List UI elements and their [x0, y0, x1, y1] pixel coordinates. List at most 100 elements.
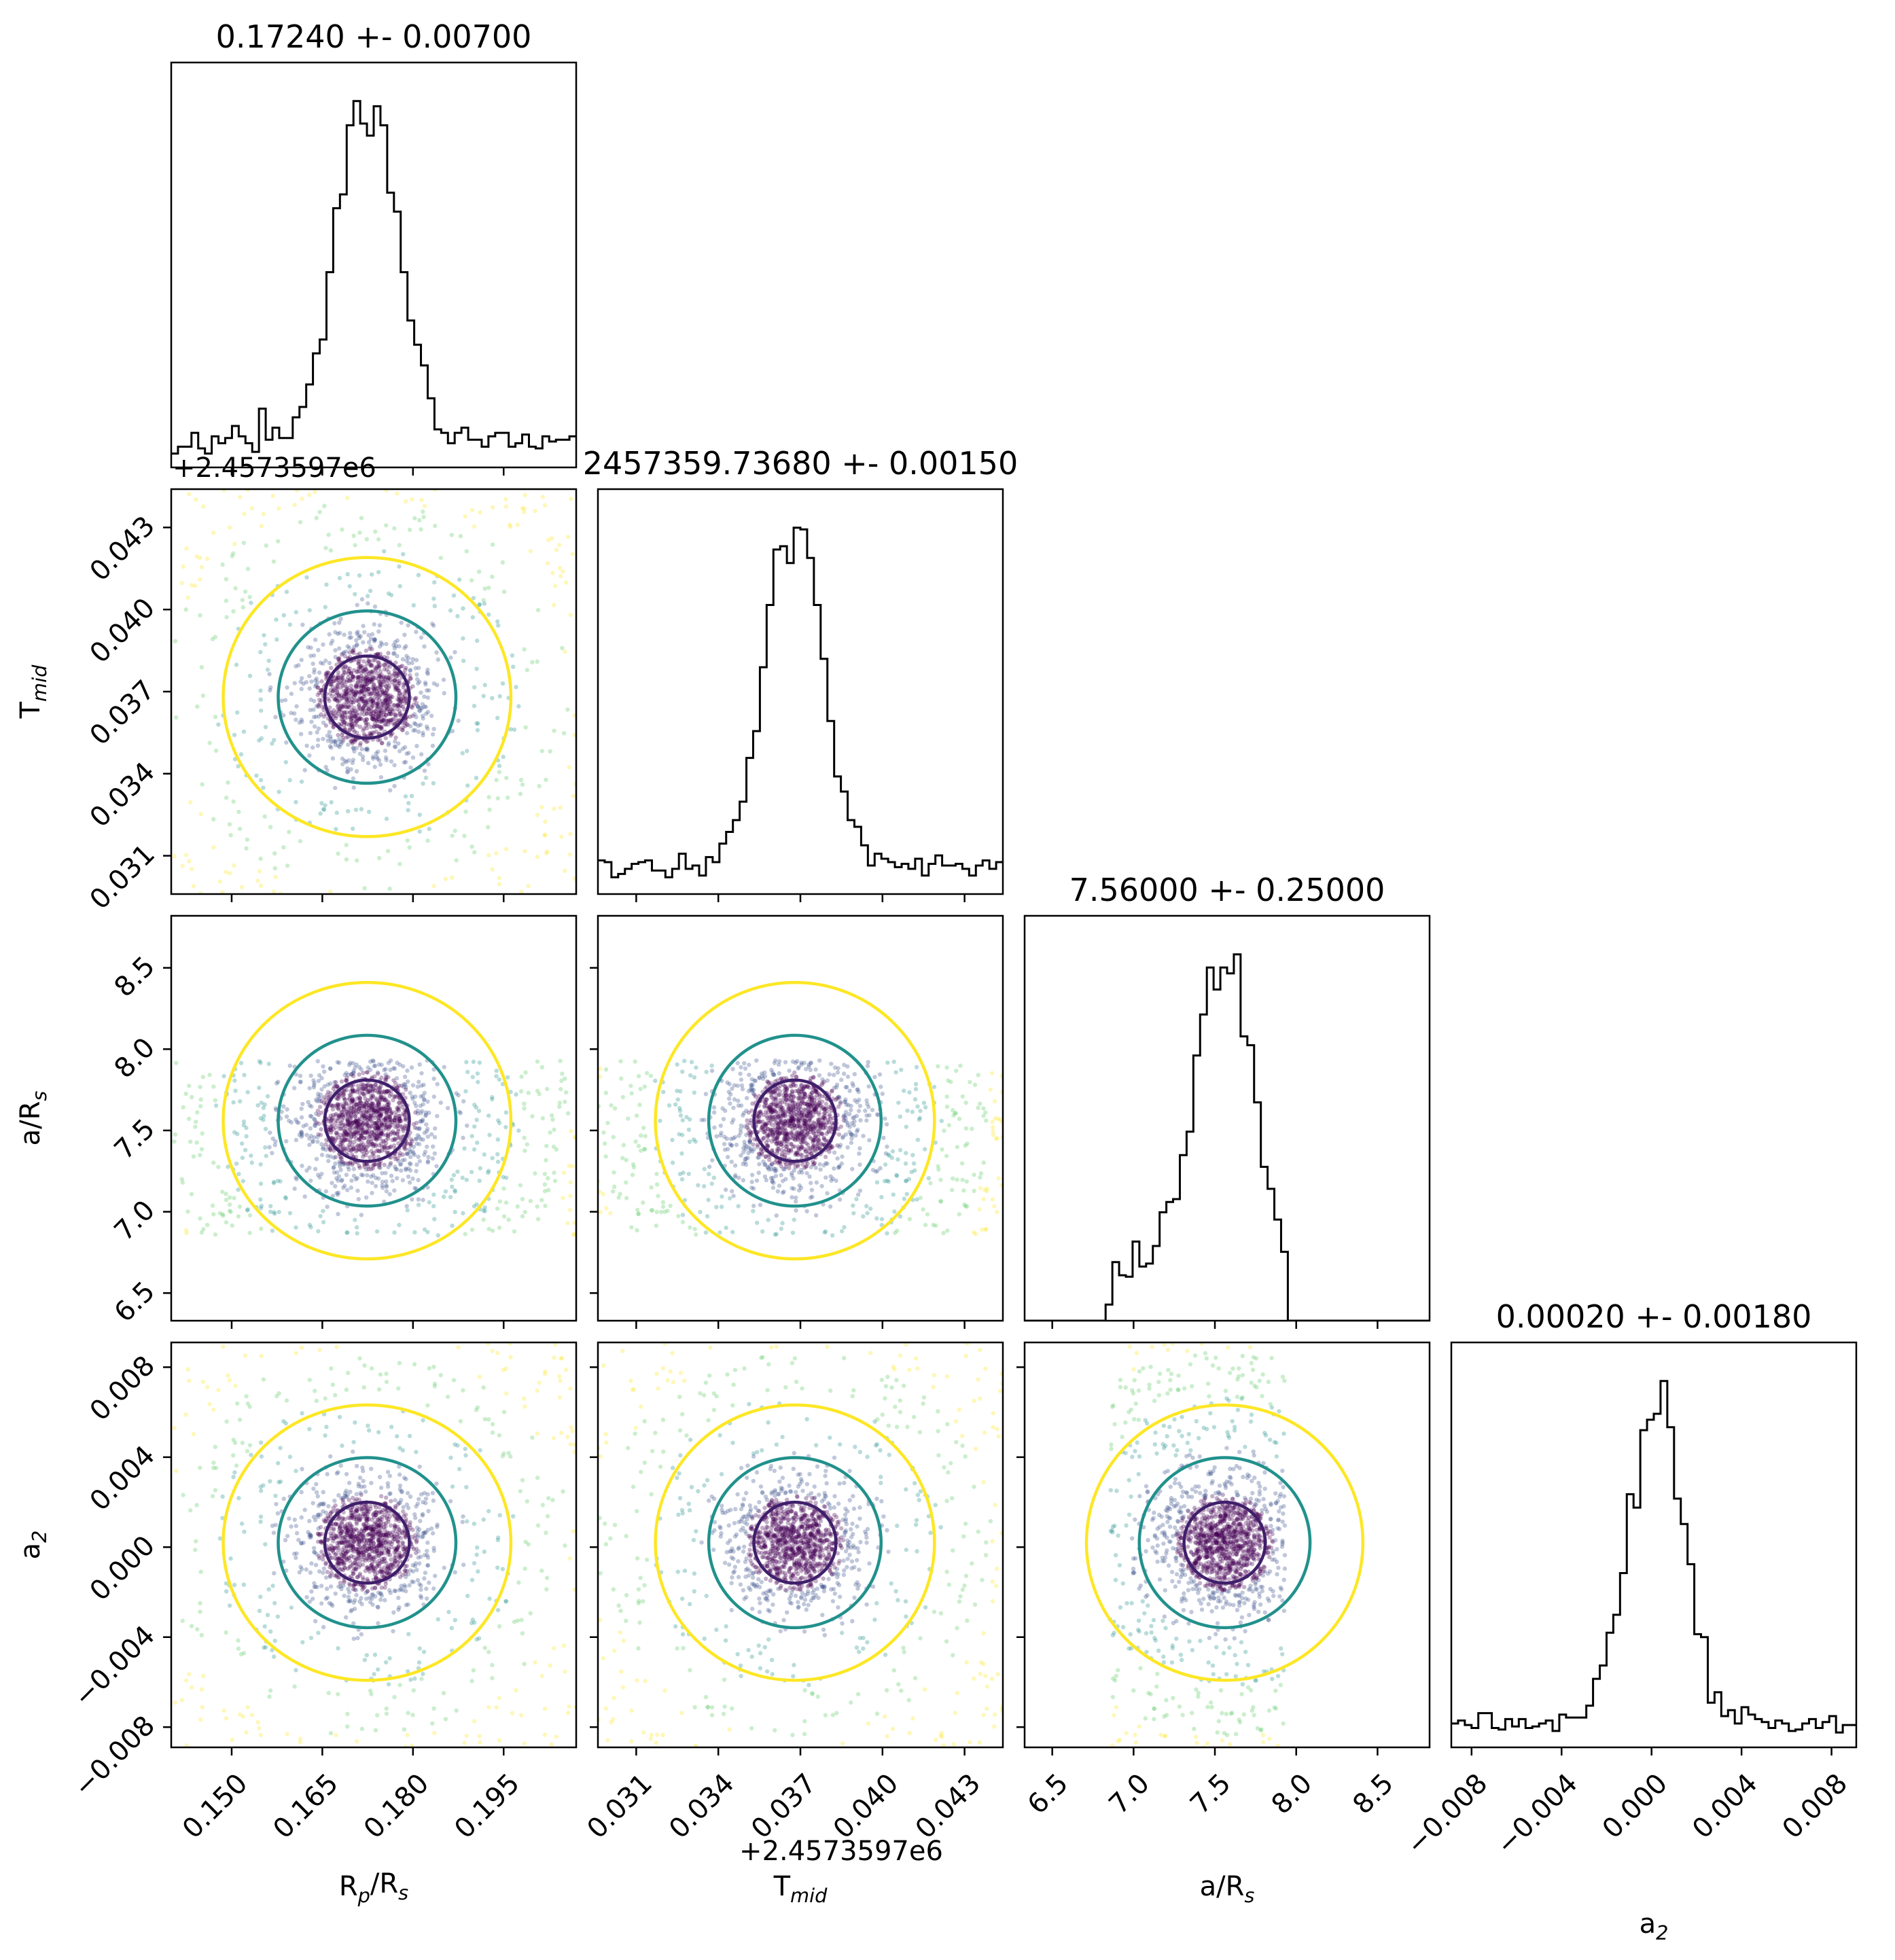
scatter-point	[768, 1129, 773, 1134]
scatter-point	[361, 1522, 366, 1527]
scatter-point	[771, 1186, 776, 1190]
scatter-point	[820, 1122, 825, 1127]
scatter-point	[211, 844, 216, 850]
scatter-point	[540, 495, 546, 499]
scatter-point	[481, 1208, 486, 1213]
scatter-point	[804, 1111, 810, 1116]
scatter-point	[221, 1344, 226, 1349]
scatter-point	[272, 851, 277, 856]
scatter-point	[363, 1110, 368, 1116]
scatter-point	[355, 698, 360, 703]
scatter-point	[294, 664, 298, 669]
scatter-point	[315, 692, 320, 698]
scatter-point	[340, 1160, 345, 1164]
scatter-point	[773, 1121, 778, 1126]
scatter-point	[747, 1145, 751, 1150]
panel-frame-0-0	[170, 61, 578, 469]
scatter-point	[380, 1514, 385, 1519]
scatter-point	[680, 1069, 685, 1074]
scatter-point	[379, 705, 384, 709]
scatter-point	[823, 1154, 828, 1160]
scatter-point	[790, 1171, 794, 1175]
scatter-point	[330, 1118, 334, 1122]
scatter-point	[337, 1161, 342, 1166]
scatter-point	[794, 1132, 799, 1137]
scatter-point	[301, 681, 306, 686]
scatter-point	[283, 760, 288, 765]
scatter-point	[616, 1195, 621, 1200]
scatter-point	[728, 1101, 732, 1106]
scatter-point	[372, 1133, 376, 1137]
scatter-point	[377, 1113, 383, 1118]
scatter-point	[357, 717, 361, 721]
scatter-point	[336, 1192, 340, 1197]
scatter-point	[393, 687, 398, 692]
scatter-point	[528, 1198, 533, 1203]
scatter-point	[823, 1106, 829, 1111]
scatter-point	[258, 697, 264, 702]
scatter-point	[357, 1127, 361, 1132]
histogram-rp: 0.17240 +- 0.00700	[170, 18, 578, 469]
scatter-point	[346, 742, 351, 747]
scatter-point	[304, 575, 309, 580]
scatter-point	[835, 1156, 840, 1161]
scatter-point	[348, 709, 353, 715]
scatter-point	[368, 678, 372, 683]
scatter-point	[348, 1148, 353, 1154]
scatter-point	[387, 1124, 392, 1128]
scatter-point	[845, 1123, 850, 1128]
scatter-point	[792, 1123, 797, 1128]
scatter-point	[776, 1114, 781, 1120]
scatter-point	[402, 1082, 407, 1086]
scatter-point	[776, 1122, 781, 1127]
scatter-point	[397, 1118, 402, 1124]
scatter-point	[410, 656, 415, 662]
scatter-point	[368, 1133, 372, 1137]
scatter-point	[363, 1083, 368, 1088]
scatter-point	[385, 1131, 391, 1136]
scatter-point	[393, 685, 399, 690]
scatter-point	[344, 710, 349, 715]
scatter-point	[381, 718, 387, 723]
scatter-point	[790, 1098, 795, 1103]
scatter-point	[495, 619, 500, 624]
scatter-point	[378, 652, 383, 656]
scatter-point	[365, 678, 370, 683]
scatter-point	[749, 1085, 754, 1090]
scatter-point	[852, 1119, 857, 1124]
scatter-point	[497, 1225, 502, 1230]
scatter-point	[376, 711, 381, 715]
scatter-point	[355, 674, 360, 679]
scatter-point	[353, 693, 357, 698]
scatter-point	[813, 1107, 819, 1112]
scatter-point	[748, 1133, 753, 1137]
scatter-point	[775, 1125, 781, 1130]
scatter-point	[820, 1118, 825, 1122]
scatter-point	[361, 704, 366, 709]
scatter-point	[396, 1108, 402, 1113]
scatter-point	[997, 1117, 1003, 1122]
scatter-point	[351, 745, 355, 750]
scatter-point	[321, 806, 326, 812]
scatter-point	[419, 690, 423, 695]
scatter-point	[419, 706, 425, 711]
scatter-point	[355, 1121, 360, 1126]
scatter-point	[668, 1203, 673, 1209]
scatter-point	[641, 1126, 646, 1130]
scatter-point	[840, 1154, 845, 1159]
scatter-point	[805, 1084, 811, 1088]
scatter-point	[783, 1133, 788, 1138]
scatter-point	[337, 693, 342, 698]
scatter-point	[776, 1147, 781, 1152]
scatter-point	[350, 649, 355, 654]
scatter-point	[764, 1079, 770, 1084]
scatter-point	[754, 1119, 759, 1124]
scatter-point	[368, 1118, 373, 1122]
scatter-point	[351, 668, 357, 673]
scatter-point	[406, 800, 411, 806]
scatter-point	[427, 688, 431, 693]
scatter-point	[415, 681, 421, 686]
scatter-point	[357, 1065, 362, 1069]
scatter-point	[543, 819, 548, 824]
scatter-point	[402, 760, 407, 765]
